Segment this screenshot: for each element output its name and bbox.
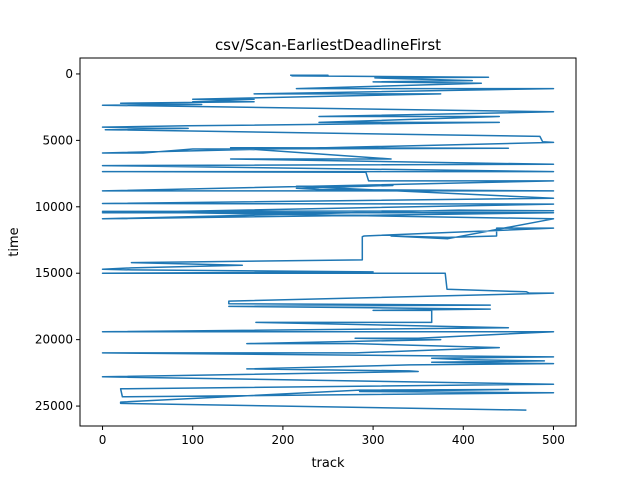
x-tick-label: 0 <box>99 433 107 447</box>
plot-area <box>101 74 555 411</box>
y-axis-ticks: 0 5000 10000 15000 20000 25000 <box>35 67 80 413</box>
y-tick-label: 5000 <box>42 133 73 147</box>
series-line-0 <box>101 74 555 411</box>
x-tick-label: 100 <box>181 433 204 447</box>
x-tick-label: 500 <box>542 433 565 447</box>
y-tick-label: 10000 <box>35 200 73 214</box>
x-tick-label: 300 <box>362 433 385 447</box>
x-tick-label: 200 <box>271 433 294 447</box>
y-tick-label: 20000 <box>35 333 73 347</box>
y-axis-label: time <box>7 227 22 256</box>
chart-title: csv/Scan-EarliestDeadlineFirst <box>215 36 441 54</box>
x-axis-ticks: 0 100 200 300 400 500 <box>99 426 565 447</box>
y-tick-label: 15000 <box>35 266 73 280</box>
y-tick-label: 25000 <box>35 399 73 413</box>
axes-frame <box>79 57 577 427</box>
x-tick-label: 400 <box>452 433 475 447</box>
x-axis-label: track <box>311 456 345 471</box>
y-tick-label: 0 <box>65 67 73 81</box>
